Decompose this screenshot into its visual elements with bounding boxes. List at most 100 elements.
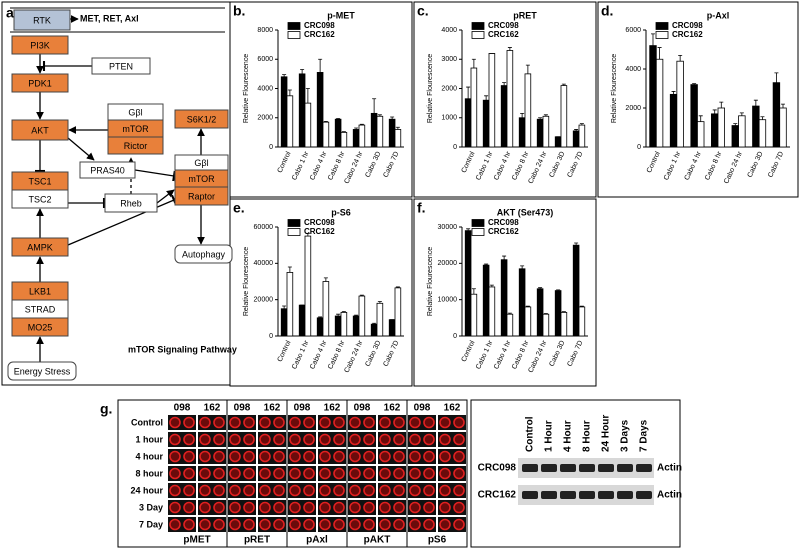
- array-spot: [453, 416, 465, 429]
- error-bar: [300, 69, 305, 74]
- array-spot: [243, 433, 255, 446]
- error-bar: [678, 54, 683, 62]
- array-spot: [243, 450, 255, 463]
- array-spot: [273, 450, 285, 463]
- array-spot: [229, 501, 241, 514]
- error-bar: [466, 228, 471, 231]
- column-label: 098: [234, 403, 251, 414]
- lane-label: 24 Hour: [601, 415, 612, 452]
- lane-label: 4 Hour: [563, 420, 574, 452]
- legend-label: CRC162: [304, 227, 335, 236]
- target-label: pS6: [428, 535, 447, 546]
- blot-band: [598, 464, 614, 472]
- array-spot: [439, 450, 451, 463]
- node-box: [11, 237, 69, 257]
- y-tick-label: 2000: [625, 105, 641, 112]
- bar: [464, 230, 472, 337]
- y-axis-label: Relative Flourescence: [427, 247, 434, 316]
- bar: [572, 130, 580, 148]
- node-label: Gβl: [194, 158, 208, 168]
- y-tick-label: 10000: [438, 297, 458, 304]
- chart-title: pRET: [513, 10, 537, 20]
- array-spot: [259, 518, 271, 531]
- bar: [779, 107, 787, 148]
- array-spot: [349, 416, 361, 429]
- array-spot: [333, 518, 345, 531]
- chart-title: AKT (Ser473): [497, 207, 554, 217]
- error-bar: [781, 103, 786, 108]
- diagram-caption: mTOR Signaling Pathway: [128, 344, 237, 354]
- bar: [560, 311, 568, 337]
- array-spot: [349, 467, 361, 480]
- error-bar: [520, 112, 525, 118]
- array-spot: [199, 484, 211, 497]
- bar: [488, 286, 496, 337]
- array-spot: [409, 416, 421, 429]
- error-bar: [323, 277, 328, 282]
- error-bar: [336, 118, 341, 120]
- error-bar: [561, 83, 566, 86]
- y-axis-label: Relative Flourescence: [427, 54, 434, 123]
- error-bar: [318, 58, 323, 73]
- bar: [340, 311, 348, 337]
- x-tick-label: Cabo 24 hr: [527, 339, 548, 374]
- bar: [655, 58, 664, 148]
- array-spot: [333, 484, 345, 497]
- panel-label: e.: [233, 200, 245, 216]
- array-spot: [453, 433, 465, 446]
- blot-band: [579, 464, 595, 472]
- array-spot: [199, 501, 211, 514]
- row-label: CRC098: [478, 463, 517, 474]
- bar: [322, 121, 330, 148]
- error-bar: [502, 82, 507, 86]
- array-spot: [289, 484, 301, 497]
- array-spot: [199, 416, 211, 429]
- bar: [352, 129, 360, 148]
- array-spot: [303, 484, 315, 497]
- array-spot: [439, 433, 451, 446]
- blot-band: [636, 464, 652, 472]
- error-bar: [359, 294, 364, 297]
- array-spot: [319, 518, 331, 531]
- bar: [560, 85, 568, 148]
- array-spot: [259, 467, 271, 480]
- x-tick-label: Cabo 4 hr: [309, 150, 329, 181]
- y-tick-label: 6000: [257, 56, 273, 63]
- error-bar: [507, 47, 512, 51]
- node-box: [174, 109, 229, 129]
- bar: [542, 115, 550, 148]
- node-box: [91, 57, 151, 75]
- y-axis-label: Relative Flourescence: [243, 247, 250, 316]
- node-label: RTK: [33, 15, 51, 25]
- blot-band: [522, 464, 538, 472]
- array-spot: [363, 484, 375, 497]
- array-spot: [453, 450, 465, 463]
- array-spot: [393, 450, 405, 463]
- array-spot: [379, 450, 391, 463]
- error-bar: [538, 287, 543, 289]
- column-label: 162: [204, 403, 221, 414]
- array-spot: [273, 484, 285, 497]
- bar: [394, 129, 402, 148]
- error-bar: [323, 121, 328, 123]
- array-spot: [289, 416, 301, 429]
- bar: [542, 313, 550, 337]
- error-bar: [538, 117, 543, 120]
- y-tick-label: 2000: [257, 115, 273, 122]
- bar: [470, 67, 478, 148]
- array-spot: [199, 467, 211, 480]
- chart-title: p-MET: [327, 10, 355, 20]
- chart-title: p-S6: [331, 207, 351, 217]
- array-spot: [363, 501, 375, 514]
- error-bar: [657, 47, 662, 60]
- error-bar: [712, 109, 717, 114]
- legend-label: CRC162: [672, 30, 703, 39]
- array-spot: [243, 467, 255, 480]
- array-spot: [303, 518, 315, 531]
- array-spot: [289, 433, 301, 446]
- array-spot: [379, 467, 391, 480]
- array-spot: [213, 484, 225, 497]
- x-tick-label: Control: [277, 339, 293, 363]
- bar: [394, 287, 402, 337]
- array-spot: [199, 518, 211, 531]
